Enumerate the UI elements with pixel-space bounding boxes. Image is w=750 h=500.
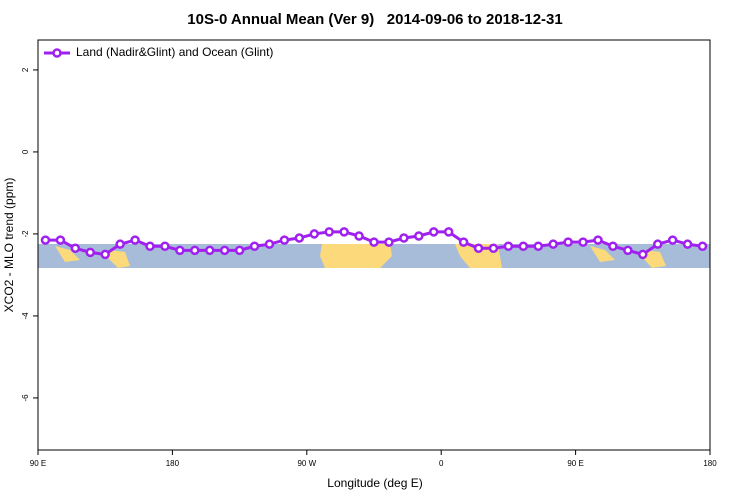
- y-tick-label: -6: [21, 394, 30, 402]
- point: [578, 237, 588, 247]
- point: [414, 231, 424, 241]
- x-tick-label: 0: [439, 459, 444, 468]
- point: [130, 235, 140, 245]
- point: [204, 245, 215, 256]
- x-tick-label: 180: [703, 459, 717, 468]
- point: [145, 241, 155, 251]
- y-tick-label: -4: [21, 312, 30, 320]
- point: [100, 249, 110, 260]
- point: [264, 239, 275, 249]
- point: [697, 241, 708, 251]
- point: [518, 241, 529, 251]
- y-tick-label: 2: [21, 67, 30, 72]
- point: [667, 235, 678, 245]
- point: [682, 239, 693, 249]
- point: [279, 235, 290, 245]
- point: [473, 243, 484, 254]
- legend-label: Land (Nadir&Glint) and Ocean (Glint): [76, 45, 273, 59]
- point: [115, 239, 125, 249]
- point: [354, 231, 364, 241]
- point: [175, 245, 185, 256]
- point: [40, 235, 51, 245]
- point: [593, 235, 603, 245]
- y-tick-label: -2: [21, 230, 30, 238]
- point: [428, 227, 439, 237]
- point: [488, 243, 499, 254]
- point: [294, 233, 305, 243]
- point: [369, 237, 379, 247]
- point: [638, 249, 648, 260]
- point: [608, 241, 618, 251]
- point: [458, 237, 469, 247]
- point: [399, 233, 409, 243]
- point: [55, 235, 66, 245]
- map-strip: [38, 244, 710, 268]
- point: [503, 241, 514, 251]
- y-tick-label: 0: [21, 149, 30, 154]
- point: [443, 227, 454, 237]
- point: [623, 245, 633, 256]
- point: [563, 237, 573, 247]
- y-axis-label: XCO2 - MLO trend (ppm): [2, 178, 16, 313]
- point: [324, 227, 334, 237]
- point: [219, 245, 230, 256]
- x-tick-label: 90 W: [297, 459, 316, 468]
- point: [234, 245, 245, 256]
- point: [339, 227, 349, 237]
- point: [190, 245, 200, 256]
- point: [652, 239, 663, 249]
- plot-frame: [37, 39, 711, 451]
- point: [70, 243, 81, 254]
- x-tick-label: 90 E: [567, 459, 583, 468]
- point: [160, 241, 170, 251]
- chart-title: 10S-0 Annual Mean (Ver 9) 2014-09-06 to …: [187, 11, 562, 28]
- point: [309, 229, 320, 239]
- x-axis-label: Longitude (deg E): [327, 476, 422, 490]
- point: [533, 241, 544, 251]
- point: [384, 237, 394, 247]
- x-tick-label: 90 E: [30, 459, 46, 468]
- point: [85, 247, 96, 258]
- point: [249, 241, 260, 251]
- legend-marker: [52, 48, 62, 58]
- point: [548, 239, 558, 249]
- x-tick-label: 180: [166, 459, 180, 468]
